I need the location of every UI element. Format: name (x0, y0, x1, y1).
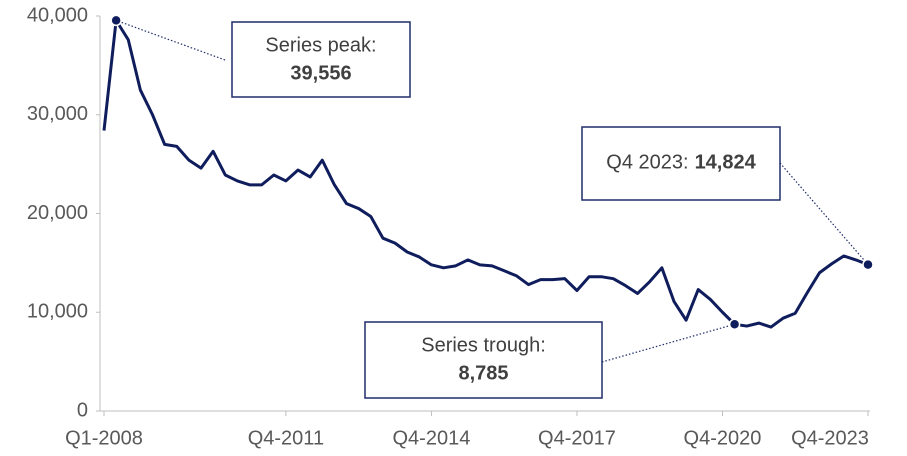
x-tick-label: Q1-2008 (65, 427, 143, 449)
y-tick-label: 10,000 (27, 301, 88, 323)
annotation-marker (728, 318, 741, 330)
x-tick-label: Q4-2023 (791, 427, 869, 449)
x-tick-label: Q4-2011 (248, 427, 324, 449)
annotation-value: 8,785 (458, 362, 508, 384)
annotation-box (581, 126, 781, 201)
annotation-marker (110, 14, 122, 27)
annotation-label: Q4 2023: (606, 152, 688, 174)
annotation-connector (779, 162, 869, 266)
annotation-text: Q4 2023: 14,824 (606, 152, 756, 174)
annotation-label: Series peak: (265, 34, 376, 56)
annotation-marker (862, 258, 874, 271)
annotation-label: Series trough: (421, 334, 546, 356)
annotation-value: 14,824 (695, 152, 757, 174)
y-tick-label: 30,000 (27, 103, 88, 125)
annotation-connector (601, 323, 735, 363)
x-tick-label: Q4-2014 (393, 427, 471, 449)
y-tick-label: 0 (77, 399, 88, 421)
y-tick-label: 40,000 (27, 4, 88, 26)
annotation-box (364, 321, 603, 399)
x-tick-label: Q4-2020 (684, 427, 762, 449)
y-tick-label: 20,000 (27, 202, 88, 224)
annotation-value: 39,556 (290, 62, 351, 84)
data-line (102, 18, 869, 329)
x-tick-label: Q4-2017 (538, 427, 616, 449)
annotation-box (231, 21, 411, 98)
